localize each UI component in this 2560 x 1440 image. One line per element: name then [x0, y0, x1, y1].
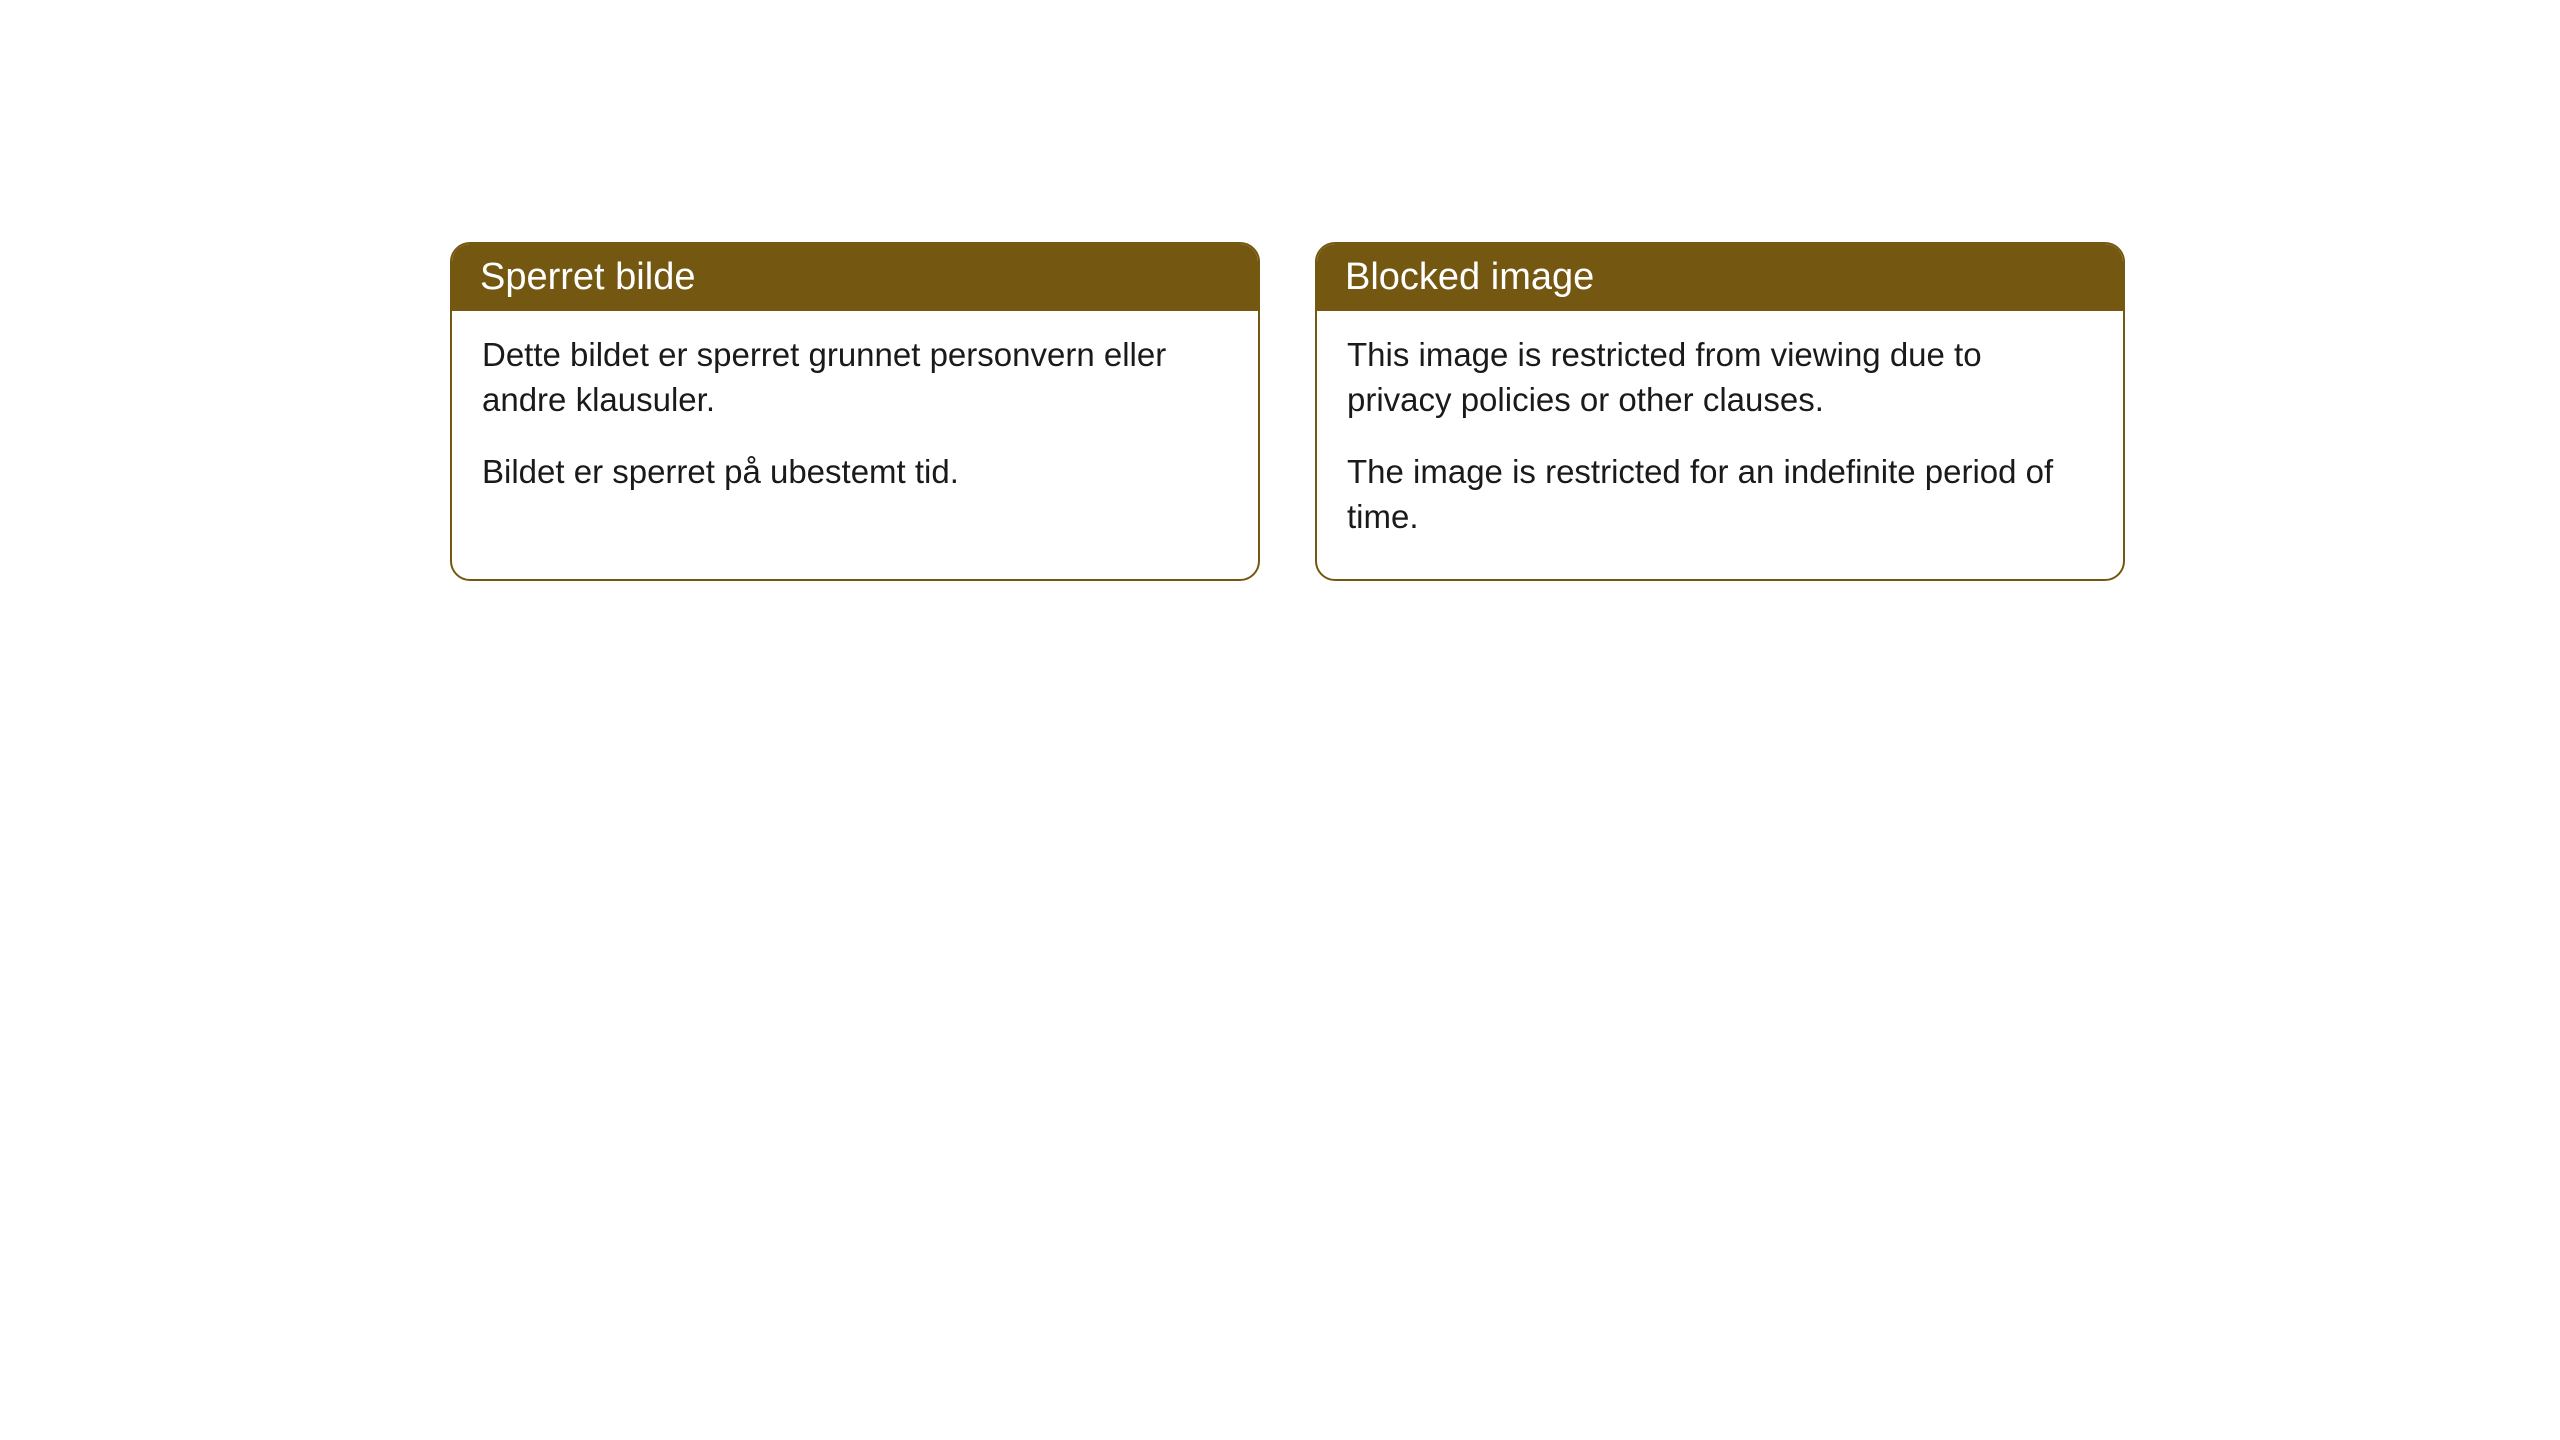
card-header-norwegian: Sperret bilde: [452, 244, 1258, 311]
blocked-image-card-norwegian: Sperret bilde Dette bildet er sperret gr…: [450, 242, 1260, 581]
card-body-english: This image is restricted from viewing du…: [1317, 311, 2123, 579]
card-paragraph-1: Dette bildet er sperret grunnet personve…: [482, 333, 1228, 422]
card-body-norwegian: Dette bildet er sperret grunnet personve…: [452, 311, 1258, 535]
notice-cards-container: Sperret bilde Dette bildet er sperret gr…: [450, 242, 2125, 581]
card-header-english: Blocked image: [1317, 244, 2123, 311]
card-paragraph-2: The image is restricted for an indefinit…: [1347, 450, 2093, 539]
blocked-image-card-english: Blocked image This image is restricted f…: [1315, 242, 2125, 581]
card-paragraph-2: Bildet er sperret på ubestemt tid.: [482, 450, 1228, 495]
card-title: Sperret bilde: [480, 256, 695, 298]
card-paragraph-1: This image is restricted from viewing du…: [1347, 333, 2093, 422]
card-title: Blocked image: [1345, 256, 1594, 298]
